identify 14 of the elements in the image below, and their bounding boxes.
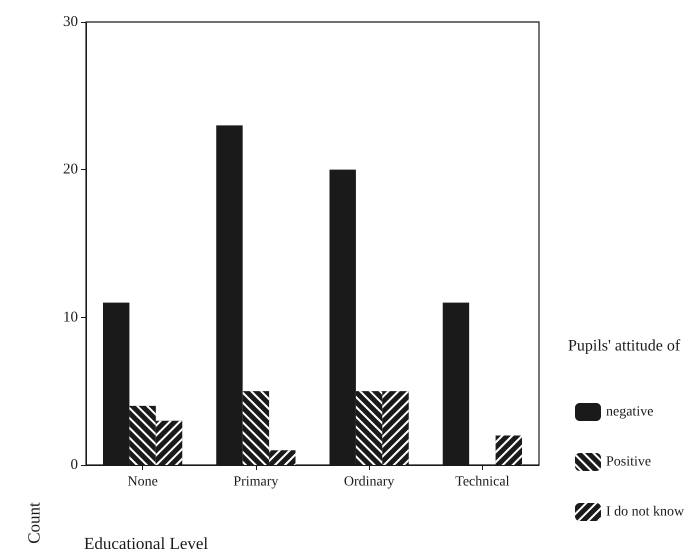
legend-label: negative — [606, 404, 654, 420]
x-tick-label: Ordinary — [344, 474, 394, 490]
y-tick-label: 0 — [70, 457, 78, 473]
y-tick-label: 20 — [63, 162, 78, 178]
legend-label: I do not know — [606, 504, 686, 520]
x-tick-label: Primary — [233, 474, 278, 490]
y-tick-label: 10 — [63, 309, 78, 326]
y-tick-label: 30 — [63, 14, 78, 30]
legend-title: Pupils' attitude of — [568, 338, 681, 354]
legend-label: Positive — [606, 454, 652, 470]
x-axis-title: Educational Level — [84, 534, 208, 553]
x-tick-label: Technical — [455, 474, 510, 490]
x-tick-label: None — [127, 474, 158, 490]
y-axis-title: Count — [24, 502, 44, 544]
